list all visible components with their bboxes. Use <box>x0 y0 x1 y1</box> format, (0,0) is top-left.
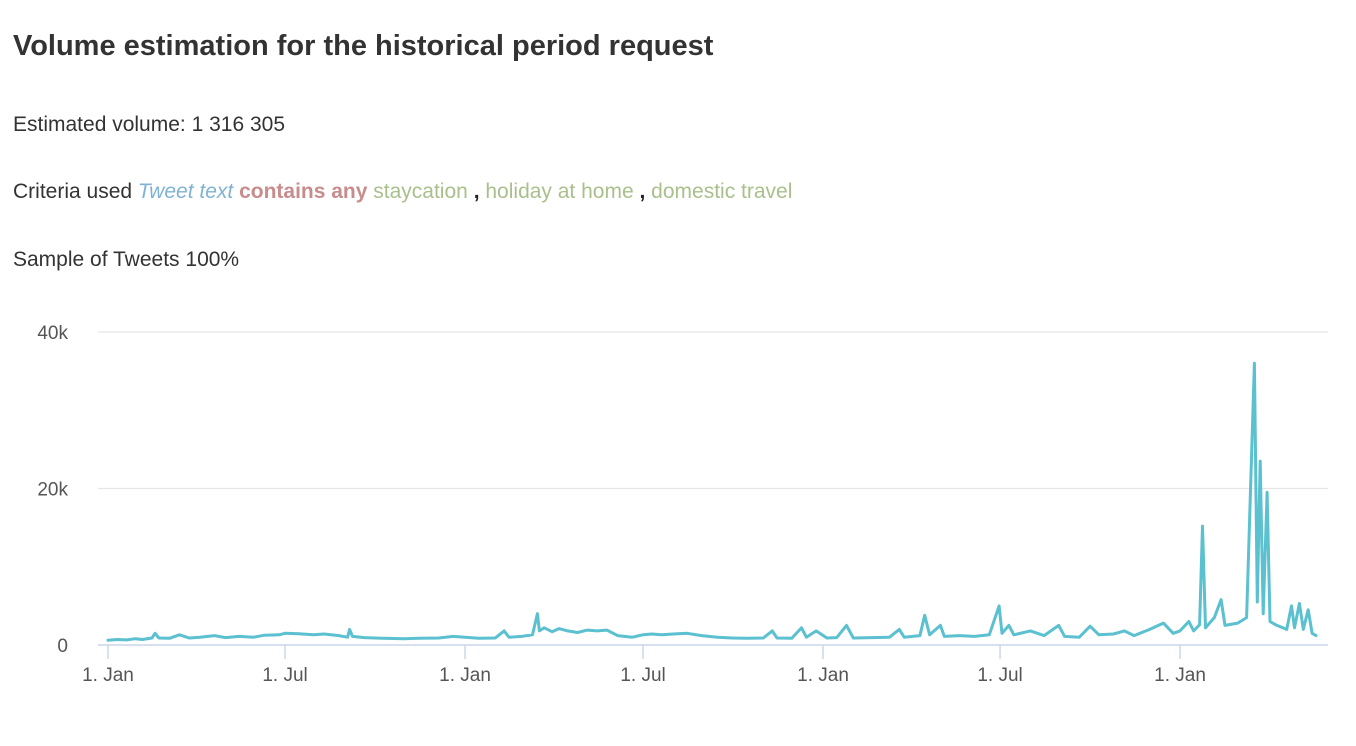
criteria-line: Criteria used Tweet text contains any st… <box>13 180 792 204</box>
criteria-operator: contains any <box>239 180 368 203</box>
y-tick-label: 0 <box>57 636 68 657</box>
gridlines <box>98 331 1328 490</box>
criteria-separator: , <box>473 180 480 203</box>
page-title: Volume estimation for the historical per… <box>13 30 714 62</box>
volume-value: 1 316 305 <box>191 113 286 136</box>
criteria-field: Tweet text <box>137 180 234 203</box>
y-tick-label: 40k <box>37 323 68 344</box>
criteria-label: Criteria used <box>13 180 133 203</box>
volume-chart: 1. Jan 1. Jul 1. Jan 1. Jul 1. Jan 1. Jul 1. J… <box>37 323 1328 686</box>
estimated-volume: Estimated volume: 1 316 305 <box>13 113 285 137</box>
x-tick-label: 1. Jan <box>439 665 491 686</box>
sample-value: 100% <box>185 248 240 271</box>
criteria-term: holiday at home <box>485 180 634 203</box>
criteria-term: domestic travel <box>651 180 793 203</box>
x-tick-label: 1. Jan <box>1154 665 1206 686</box>
y-axis: 0 20k 40k <box>37 323 68 657</box>
x-axis: 1. Jan 1. Jul 1. Jan 1. Jul 1. Jan 1. Jul 1. J… <box>82 644 1328 686</box>
sample-line: Sample of Tweets 100% <box>13 248 239 272</box>
criteria-term: staycation <box>373 180 468 203</box>
x-tick-label: 1. Jul <box>262 665 307 686</box>
series <box>106 361 1318 642</box>
x-tick-label: 1. Jul <box>977 665 1022 686</box>
x-tick-label: 1. Jan <box>797 665 849 686</box>
y-tick-label: 20k <box>37 480 68 501</box>
volume-label: Estimated volume: <box>13 113 186 136</box>
criteria-separator: , <box>639 180 646 203</box>
x-tick-label: 1. Jul <box>620 665 665 686</box>
sample-label: Sample of Tweets <box>13 248 180 271</box>
series-line <box>106 361 1318 642</box>
x-tick-label: 1. Jan <box>82 665 134 686</box>
